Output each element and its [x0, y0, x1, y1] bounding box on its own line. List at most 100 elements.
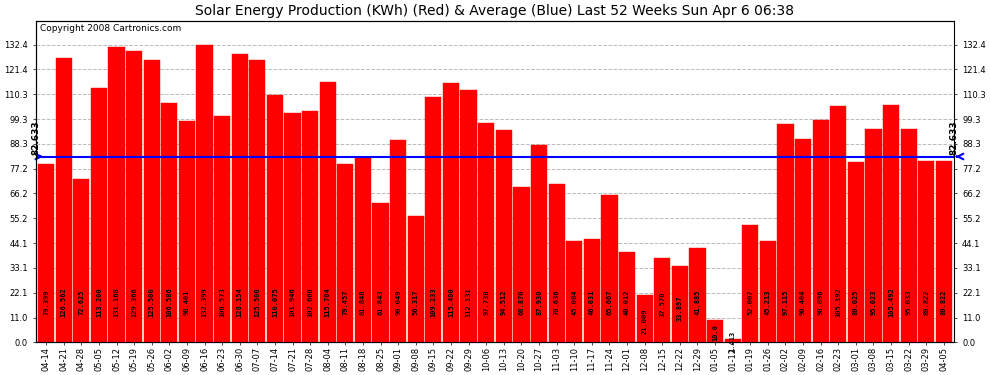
Bar: [531, 145, 547, 342]
Text: 131.168: 131.168: [114, 287, 120, 317]
Bar: [372, 203, 389, 342]
Text: 129.366: 129.366: [131, 287, 138, 317]
Text: 95.033: 95.033: [906, 289, 912, 315]
Bar: [408, 216, 424, 342]
Bar: [777, 124, 794, 342]
Bar: [249, 60, 265, 342]
Bar: [637, 295, 652, 342]
Bar: [883, 105, 899, 342]
Text: 128.154: 128.154: [237, 287, 243, 317]
Title: Solar Energy Production (KWh) (Red) & Average (Blue) Last 52 Weeks Sun Apr 6 06:: Solar Energy Production (KWh) (Red) & Av…: [195, 4, 795, 18]
Bar: [865, 129, 881, 342]
Text: 98.896: 98.896: [818, 289, 824, 315]
Bar: [742, 225, 758, 342]
Text: 82.633: 82.633: [949, 121, 958, 155]
Text: 68.870: 68.870: [519, 289, 525, 315]
Bar: [73, 179, 89, 342]
Bar: [161, 103, 177, 342]
Text: 33.897: 33.897: [677, 296, 683, 321]
Bar: [584, 239, 600, 342]
Text: 79.457: 79.457: [343, 289, 348, 315]
Bar: [426, 97, 442, 342]
Bar: [847, 162, 864, 342]
Bar: [478, 123, 494, 342]
Text: 95.023: 95.023: [870, 289, 876, 315]
Text: 46.031: 46.031: [589, 289, 595, 315]
Text: 132.399: 132.399: [202, 287, 208, 317]
Bar: [707, 320, 723, 342]
Text: 94.512: 94.512: [501, 289, 507, 315]
Text: 1.413: 1.413: [730, 330, 736, 352]
Text: 109.233: 109.233: [431, 287, 437, 317]
Text: 45.084: 45.084: [571, 289, 577, 315]
Bar: [831, 106, 846, 342]
Bar: [91, 88, 107, 342]
Text: 21.009: 21.009: [642, 308, 647, 334]
Bar: [813, 120, 829, 342]
Text: 126.562: 126.562: [60, 287, 66, 317]
Text: 112.131: 112.131: [465, 287, 471, 317]
Bar: [460, 90, 477, 342]
Text: 90.049: 90.049: [395, 289, 401, 315]
Bar: [55, 58, 72, 342]
Text: 105.492: 105.492: [888, 287, 894, 317]
Bar: [338, 164, 353, 342]
Text: 105.192: 105.192: [836, 287, 842, 317]
Text: 10.0: 10.0: [712, 324, 718, 341]
Bar: [320, 82, 336, 342]
Bar: [496, 130, 512, 342]
Text: 82.633: 82.633: [32, 121, 41, 155]
Text: 80.025: 80.025: [852, 289, 859, 315]
Bar: [795, 139, 811, 342]
Text: 125.500: 125.500: [254, 287, 260, 317]
Text: 106.586: 106.586: [166, 287, 172, 317]
Text: 79.399: 79.399: [44, 289, 50, 315]
Bar: [126, 51, 143, 342]
Text: 70.636: 70.636: [553, 289, 559, 315]
Bar: [284, 113, 301, 342]
Text: 40.012: 40.012: [624, 289, 630, 315]
Bar: [390, 140, 406, 342]
Text: 115.704: 115.704: [325, 287, 331, 317]
Bar: [443, 83, 459, 342]
Text: 97.738: 97.738: [483, 289, 489, 315]
Text: 56.317: 56.317: [413, 289, 419, 315]
Bar: [354, 158, 371, 342]
Text: 100.573: 100.573: [219, 287, 225, 317]
Bar: [214, 116, 231, 342]
Bar: [901, 129, 917, 342]
Text: 102.660: 102.660: [307, 287, 313, 317]
Text: 80.822: 80.822: [924, 289, 930, 315]
Bar: [232, 54, 248, 342]
Text: 113.200: 113.200: [96, 287, 102, 317]
Text: 125.500: 125.500: [148, 287, 154, 317]
Text: 80.822: 80.822: [940, 289, 946, 315]
Text: 72.625: 72.625: [78, 289, 84, 315]
Text: 97.115: 97.115: [782, 289, 788, 315]
Text: 110.075: 110.075: [272, 287, 278, 317]
Bar: [566, 241, 582, 342]
Text: Copyright 2008 Cartronics.com: Copyright 2008 Cartronics.com: [41, 24, 181, 33]
Bar: [144, 60, 159, 342]
Bar: [619, 252, 636, 342]
Text: 61.843: 61.843: [377, 289, 383, 315]
Text: 45.213: 45.213: [765, 289, 771, 315]
Bar: [196, 45, 213, 342]
Text: 65.667: 65.667: [607, 289, 613, 315]
Text: 52.007: 52.007: [747, 289, 753, 315]
Bar: [267, 95, 283, 342]
Bar: [918, 160, 935, 342]
Bar: [936, 160, 952, 342]
Bar: [759, 241, 776, 342]
Bar: [672, 266, 688, 342]
Bar: [38, 164, 54, 342]
Text: 101.946: 101.946: [289, 287, 296, 317]
Bar: [689, 248, 706, 342]
Bar: [725, 339, 741, 342]
Bar: [109, 47, 125, 342]
Text: 90.404: 90.404: [800, 289, 806, 315]
Text: 41.885: 41.885: [694, 289, 701, 315]
Bar: [654, 258, 670, 342]
Text: 37.570: 37.570: [659, 292, 665, 317]
Text: 81.848: 81.848: [360, 289, 366, 315]
